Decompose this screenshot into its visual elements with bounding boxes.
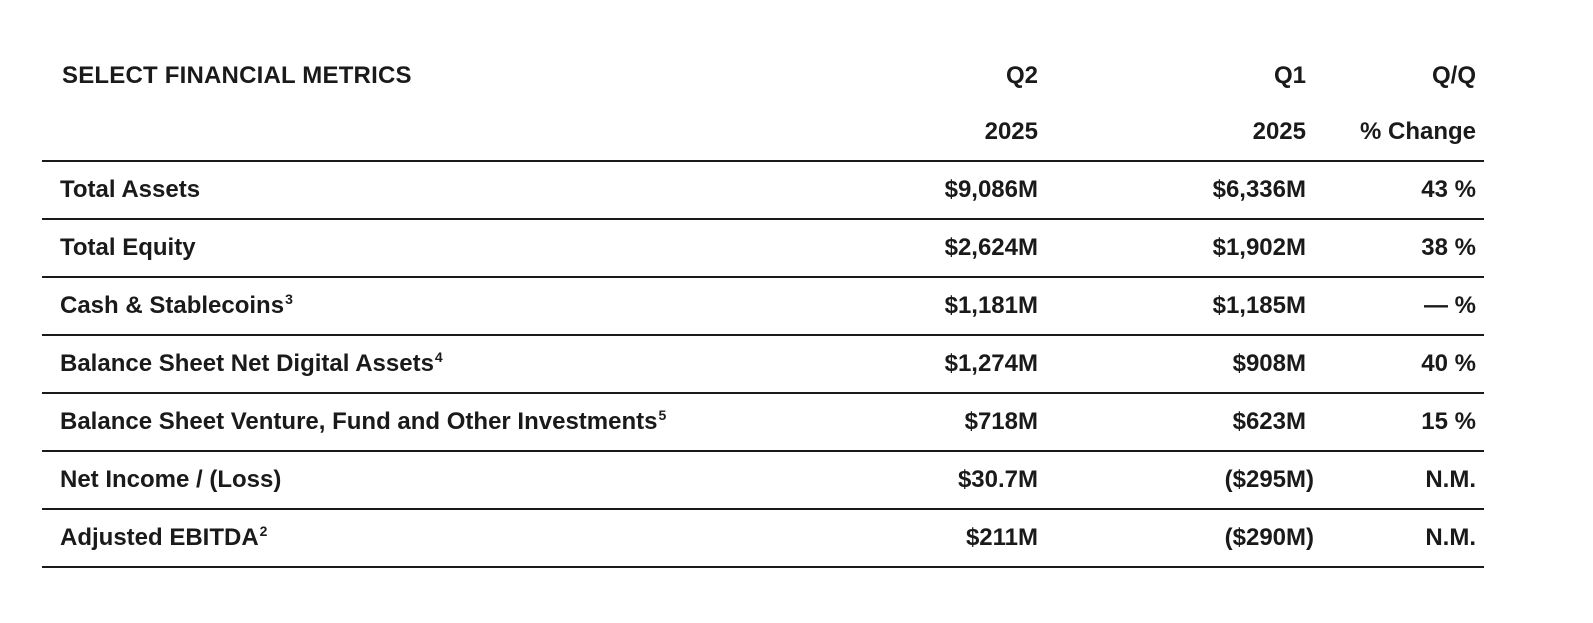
row-label: Total Equity	[42, 219, 832, 278]
table-header: SELECT FINANCIAL METRICS Q2 Q1 Q/Q 2025 …	[42, 48, 1484, 162]
row-label-text: Balance Sheet Net Digital Assets	[60, 350, 434, 377]
table-row: Balance Sheet Venture, Fund and Other In…	[42, 393, 1484, 452]
column-header-q1-year: 2025	[1046, 104, 1314, 162]
cell-q2-2025: $211M	[832, 509, 1046, 568]
cell-q2-2025: $9,086M	[832, 161, 1046, 220]
cell-qq-change: 43 %	[1314, 161, 1484, 220]
cell-q2-2025: $718M	[832, 393, 1046, 452]
row-label: Net Income / (Loss)	[42, 451, 832, 510]
footnote-marker: 3	[285, 291, 293, 307]
row-label: Balance Sheet Venture, Fund and Other In…	[42, 393, 832, 452]
footnote-marker: 5	[658, 407, 667, 423]
cell-qq-change: — %	[1314, 277, 1484, 336]
cell-q1-2025: ($290M)	[1046, 509, 1314, 568]
footnote-marker: 4	[434, 349, 443, 365]
footnote-marker: 2	[259, 523, 268, 539]
cell-q2-2025: $1,274M	[832, 335, 1046, 394]
cell-q2-2025: $30.7M	[832, 451, 1046, 510]
row-label: Cash & Stablecoins3	[42, 277, 832, 336]
row-label-text: Cash & Stablecoins	[60, 292, 285, 319]
table-row: Cash & Stablecoins3 $1,181M $1,185M — %	[42, 277, 1484, 336]
table-row: Total Equity $2,624M $1,902M 38 %	[42, 219, 1484, 278]
cell-q2-2025: $1,181M	[832, 277, 1046, 336]
table-row: Balance Sheet Net Digital Assets4 $1,274…	[42, 335, 1484, 394]
header-row-bottom: 2025 2025 % Change	[42, 104, 1484, 162]
table-row: Net Income / (Loss) $30.7M ($295M) N.M.	[42, 451, 1484, 510]
row-label: Adjusted EBITDA2	[42, 509, 832, 568]
row-label: Total Assets	[42, 161, 832, 220]
row-label-text: Net Income / (Loss)	[60, 466, 282, 493]
cell-q1-2025: $6,336M	[1046, 161, 1314, 220]
cell-qq-change: N.M.	[1314, 509, 1484, 568]
column-header-q2-year: 2025	[832, 104, 1046, 162]
cell-q1-2025: ($295M)	[1046, 451, 1314, 510]
table-body: Total Assets $9,086M $6,336M 43 % Total …	[42, 161, 1484, 568]
row-label-text: Total Equity	[60, 234, 196, 261]
column-header-q2-period: Q2	[1005, 62, 1038, 89]
cell-qq-change: 40 %	[1314, 335, 1484, 394]
column-header-change-period: Q/Q	[1431, 62, 1476, 89]
cell-q1-2025: $623M	[1046, 393, 1314, 452]
header-spacer	[42, 104, 832, 162]
table-row: Total Assets $9,086M $6,336M 43 %	[42, 161, 1484, 220]
financial-metrics-table: SELECT FINANCIAL METRICS Q2 Q1 Q/Q 2025 …	[42, 48, 1484, 568]
row-label: Balance Sheet Net Digital Assets4	[42, 335, 832, 394]
row-label-text: Balance Sheet Venture, Fund and Other In…	[60, 408, 658, 435]
cell-qq-change: N.M.	[1314, 451, 1484, 510]
column-header-change-label: % Change	[1314, 104, 1484, 162]
cell-q1-2025: $1,185M	[1046, 277, 1314, 336]
cell-qq-change: 38 %	[1314, 219, 1484, 278]
table-title: SELECT FINANCIAL METRICS	[62, 62, 412, 89]
cell-q1-2025: $1,902M	[1046, 219, 1314, 278]
cell-qq-change: 15 %	[1314, 393, 1484, 452]
cell-q1-2025: $908M	[1046, 335, 1314, 394]
header-row-top: SELECT FINANCIAL METRICS Q2 Q1 Q/Q	[42, 48, 1484, 104]
row-label-text: Total Assets	[60, 176, 201, 203]
cell-q2-2025: $2,624M	[832, 219, 1046, 278]
table-row: Adjusted EBITDA2 $211M ($290M) N.M.	[42, 509, 1484, 568]
column-header-q1-period: Q1	[1273, 62, 1306, 89]
financial-metrics-table-container: SELECT FINANCIAL METRICS Q2 Q1 Q/Q 2025 …	[42, 48, 1484, 568]
row-label-text: Adjusted EBITDA	[60, 524, 259, 551]
